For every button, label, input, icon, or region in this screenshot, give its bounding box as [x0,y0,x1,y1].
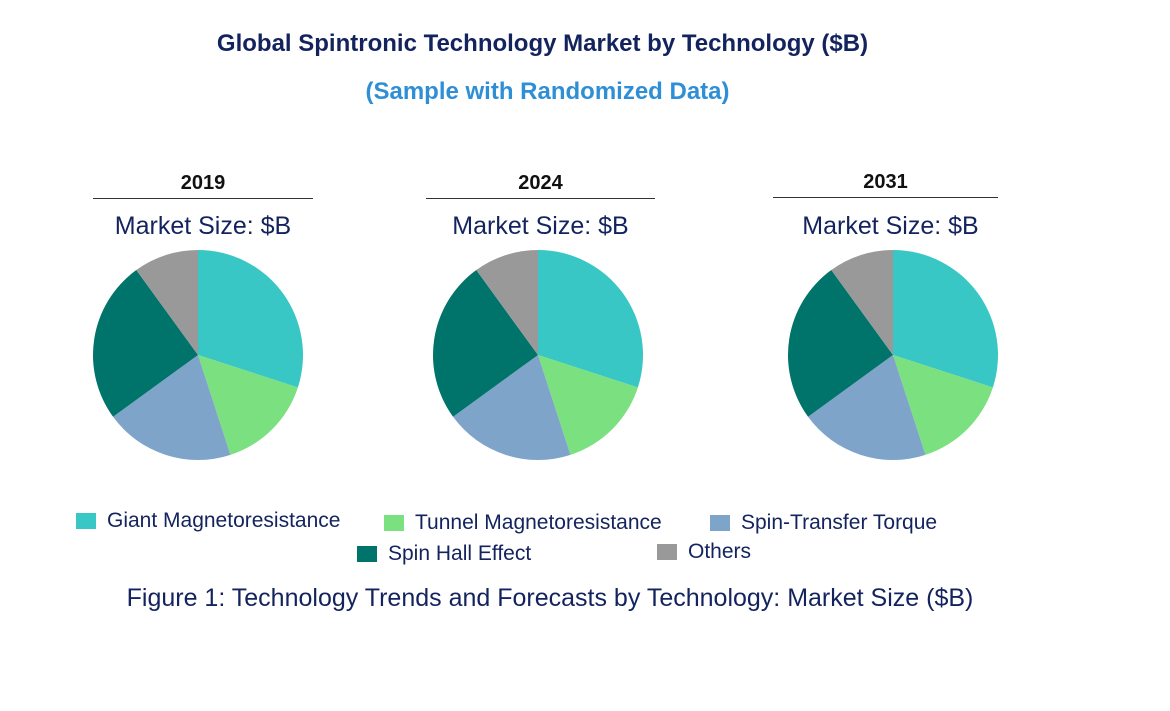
chart-title: Global Spintronic Technology Market by T… [216,30,869,57]
pie-slice-2019-spin-hall-effect [93,270,198,417]
legend-label: Giant Magnetoresistance [107,509,341,532]
pie-slice-2024-giant-magnetoresistance [538,250,644,388]
year-divider [773,197,998,198]
legend-item-stt: Spin-Transfer Torque [710,511,937,535]
pie-label-2019: Market Size: $B [114,212,292,240]
pie-slice-2031-spin-hall-effect [788,270,893,417]
pie-year-2024: 2024 [518,172,563,194]
legend-swatch [657,544,677,560]
pie-label-2031: Market Size: $B [802,212,979,240]
pie-slice-2024-tunnel-magnetoresistance [538,355,638,455]
pie-year-2031: 2031 [863,171,908,193]
figure-caption: Figure 1: Technology Trends and Forecast… [126,584,974,612]
legend-swatch [357,546,377,562]
year-divider [426,198,655,199]
legend-swatch [384,515,404,531]
legend-item-she: Spin Hall Effect [357,542,531,566]
legend-item-others: Others [657,540,751,564]
pie-slice-2024-spin-hall-effect [433,270,538,417]
pie-year-2019: 2019 [180,172,226,194]
legend-label: Others [688,540,752,563]
legend-label: Spin Hall Effect [388,542,532,565]
legend-item-tmr: Tunnel Magnetoresistance [384,511,662,535]
pie-slice-2031-tunnel-magnetoresistance [893,355,993,455]
pie-slice-2031-others [831,250,893,355]
pie-slice-2019-spin-transfer-torque [113,355,231,460]
year-divider [93,198,313,199]
legend-label: Spin-Transfer Torque [741,511,938,534]
legend-label: Tunnel Magnetoresistance [415,511,662,534]
pie-slice-2019-tunnel-magnetoresistance [198,355,298,455]
pie-slice-2031-giant-magnetoresistance [893,250,999,388]
legend-swatch [76,513,96,529]
chart-subtitle: (Sample with Randomized Data) [365,78,730,105]
pie-slice-2031-spin-transfer-torque [808,355,926,460]
pie-slice-2024-others [476,250,538,355]
legend-item-gmr: Giant Magnetoresistance [76,509,340,533]
legend-swatch [710,515,730,531]
pie-label-2024: Market Size: $B [452,212,629,240]
pie-slice-2019-giant-magnetoresistance [198,250,303,388]
pie-slice-2019-others [136,250,198,355]
pie-slice-2024-spin-transfer-torque [453,355,571,461]
